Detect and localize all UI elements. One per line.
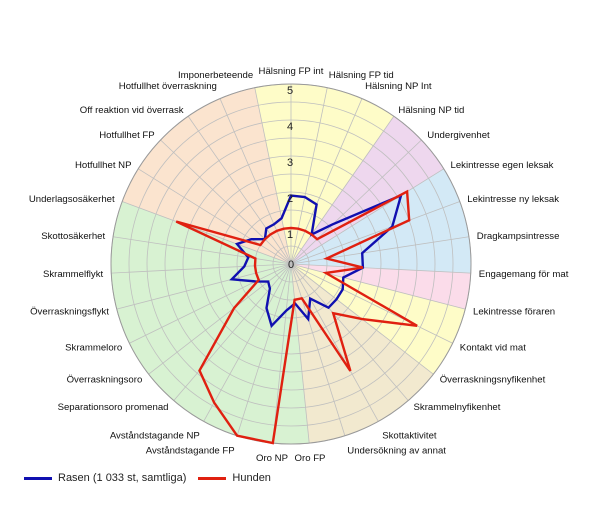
legend-swatch-dog	[198, 476, 227, 480]
grid-spoke	[203, 263, 292, 422]
category-label: Imponerbeteende	[178, 70, 253, 81]
legend-label-dog: Hunden	[232, 472, 271, 484]
grid-spoke	[138, 168, 292, 265]
grid-spoke	[187, 116, 292, 265]
grid-spoke	[236, 263, 292, 436]
grid-spoke	[290, 201, 460, 265]
category-label: Hälsning FP int	[259, 66, 324, 77]
sector-4	[291, 264, 466, 375]
legend-swatch-breed	[24, 476, 52, 480]
legend-item-breed: Rasen (1 033 st, samtliga)	[24, 472, 186, 484]
category-label: Lekintresse egen leksak	[451, 160, 554, 171]
legend: Rasen (1 033 st, samtliga) Hunden	[24, 472, 283, 484]
sector-7	[122, 87, 291, 265]
category-label: Engagemang för mat	[479, 269, 569, 280]
grid-spoke	[219, 98, 292, 265]
category-label: Skrammelflykt	[43, 269, 104, 280]
category-label: Dragkampsintresse	[477, 231, 560, 242]
sector-6	[111, 201, 310, 444]
grid-spoke	[254, 87, 292, 265]
grid-spoke	[290, 236, 469, 265]
radial-tick-labels: 0 1 2 3 4 5	[287, 85, 294, 271]
tick-label: 5	[287, 85, 293, 97]
category-label: Kontakt vid mat	[460, 342, 526, 353]
tick-label: 1	[287, 229, 293, 241]
series-line-1	[175, 189, 418, 445]
grid-spoke	[290, 263, 453, 344]
category-label: Lekintresse föraren	[473, 307, 555, 318]
tick-label: 2	[287, 193, 293, 205]
grid-spoke	[290, 263, 310, 444]
category-label: Hotfullhet NP	[75, 160, 132, 171]
grid-spoke	[290, 116, 395, 265]
grid-spoke	[160, 139, 292, 265]
grid-spoke	[173, 263, 292, 401]
grid-spoke	[290, 168, 444, 265]
category-label: Överraskningsnyfikenhet	[440, 375, 546, 386]
category-label: Oro FP	[295, 453, 326, 464]
category-label: Skottaktivitet	[382, 430, 437, 441]
grid-spoke	[129, 263, 292, 344]
grid-outer-ring	[110, 83, 472, 445]
category-label: Hälsning NP Int	[365, 81, 432, 92]
grid-spoke	[290, 263, 409, 401]
sector-5	[291, 264, 434, 444]
category-label: Separationsoro promenad	[58, 402, 169, 413]
grid-spoke	[290, 263, 379, 422]
grid-spoke	[113, 236, 292, 265]
sector-0	[291, 84, 394, 264]
category-label: Avståndstagande FP	[146, 445, 235, 456]
category-label: Lekintresse ny leksak	[467, 194, 559, 205]
category-label: Avståndstagande NP	[110, 430, 200, 441]
grid-spoke	[290, 87, 328, 265]
category-label: Underlagsosäkerhet	[29, 194, 115, 205]
category-label: Undersökning av annat	[347, 445, 446, 456]
grid-spoke	[290, 139, 422, 265]
series-line-0	[229, 193, 403, 329]
tick-label: 0	[288, 259, 294, 271]
chart-grid	[110, 83, 472, 445]
category-label: Oro NP	[256, 453, 288, 464]
grid-spoke	[290, 263, 471, 274]
legend-item-dog: Hunden	[198, 472, 271, 484]
grid-spoke	[290, 98, 363, 265]
grid-spoke	[116, 263, 292, 310]
category-label: Överraskningsoro	[67, 375, 143, 386]
grid-spoke	[111, 263, 292, 274]
tick-label: 4	[287, 121, 293, 133]
grid-spoke	[122, 201, 292, 265]
category-label: Undergivenhet	[427, 130, 490, 141]
category-label: Hotfullhet överraskning	[119, 81, 217, 92]
category-label: Hälsning NP tid	[398, 105, 464, 116]
category-label: Skrammeloro	[65, 342, 122, 353]
category-label: Skrammelnyfikenhet	[414, 402, 501, 413]
grid-spoke	[290, 263, 346, 436]
series-lines	[175, 189, 418, 445]
category-label: Hälsning FP tid	[329, 70, 394, 81]
category-label: Skottosäkerhet	[41, 231, 105, 242]
legend-label-breed: Rasen (1 033 st, samtliga)	[58, 472, 187, 484]
category-label: Off reaktion vid överrask	[80, 105, 184, 116]
category-label: Överraskningsflykt	[30, 307, 109, 318]
grid-spoke	[290, 263, 466, 310]
category-label: Hotfullhet FP	[99, 130, 154, 141]
grid-spoke	[272, 263, 292, 444]
tick-label: 3	[287, 157, 293, 169]
